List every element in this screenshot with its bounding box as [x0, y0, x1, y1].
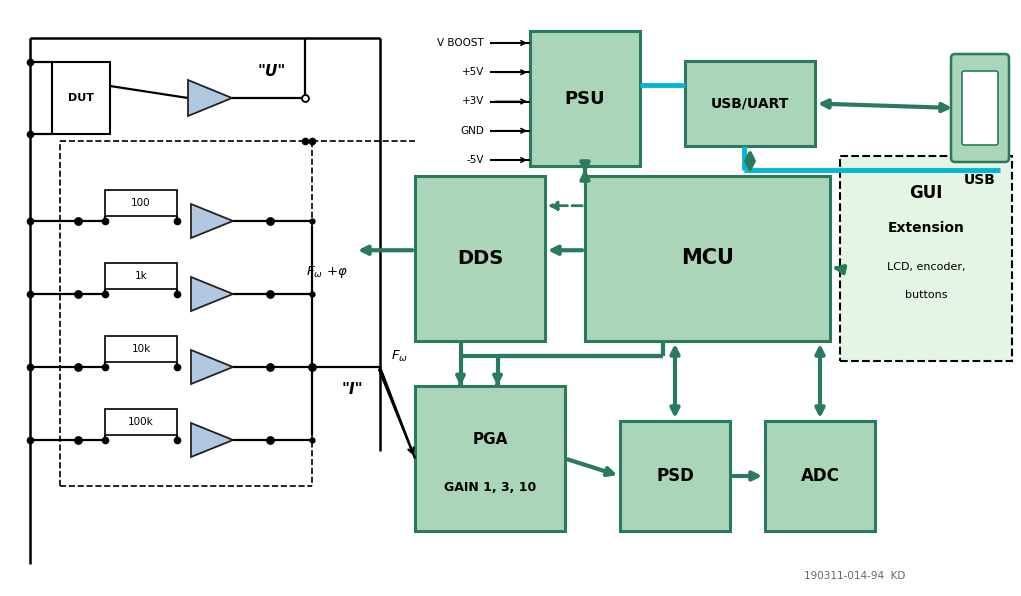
Text: 10k: 10k	[132, 344, 151, 354]
Bar	[840, 156, 1012, 361]
FancyBboxPatch shape	[951, 54, 1009, 162]
Text: buttons: buttons	[905, 290, 947, 300]
Text: GAIN 1, 3, 10: GAIN 1, 3, 10	[444, 481, 536, 494]
Text: F$_\omega$: F$_\omega$	[391, 349, 408, 364]
Text: +3V: +3V	[461, 97, 484, 107]
Bar	[105, 409, 177, 435]
Polygon shape	[191, 350, 233, 384]
Polygon shape	[191, 204, 233, 238]
Text: USB/UART: USB/UART	[711, 97, 789, 110]
Text: 190311-014-94  KD: 190311-014-94 KD	[805, 571, 906, 581]
Text: F$_\omega$ +$\varphi$: F$_\omega$ +$\varphi$	[306, 263, 348, 280]
Text: 100k: 100k	[128, 417, 154, 427]
Bar	[620, 421, 730, 531]
Polygon shape	[188, 80, 232, 116]
Text: 1k: 1k	[135, 271, 147, 281]
Text: LCD, encoder,: LCD, encoder,	[887, 262, 965, 272]
Text: DUT: DUT	[68, 93, 94, 103]
Bar	[415, 386, 565, 531]
Polygon shape	[191, 423, 233, 457]
Bar	[105, 336, 177, 362]
Text: V BOOST: V BOOST	[437, 38, 484, 48]
Bar	[585, 176, 830, 341]
Text: 100: 100	[131, 198, 151, 208]
Text: "U": "U"	[258, 64, 286, 79]
Text: -5V: -5V	[467, 155, 484, 165]
Bar	[52, 62, 110, 134]
Text: ADC: ADC	[800, 467, 839, 485]
Bar	[685, 61, 815, 146]
Text: GND: GND	[460, 126, 484, 136]
Text: Extension: Extension	[887, 221, 965, 235]
FancyBboxPatch shape	[962, 71, 998, 145]
Bar	[530, 31, 640, 166]
Text: PSU: PSU	[565, 89, 605, 107]
Bar	[105, 263, 177, 289]
Text: PSD: PSD	[657, 467, 694, 485]
Text: GUI: GUI	[910, 184, 942, 202]
Text: MCU: MCU	[681, 249, 734, 269]
Text: +5V: +5V	[461, 67, 484, 77]
Bar	[415, 176, 545, 341]
Text: USB: USB	[964, 173, 995, 187]
Bar	[765, 421, 875, 531]
Polygon shape	[191, 277, 233, 311]
Text: DDS: DDS	[456, 249, 503, 268]
Text: PGA: PGA	[473, 432, 507, 447]
Text: "I": "I"	[341, 381, 362, 396]
Bar	[105, 190, 177, 216]
